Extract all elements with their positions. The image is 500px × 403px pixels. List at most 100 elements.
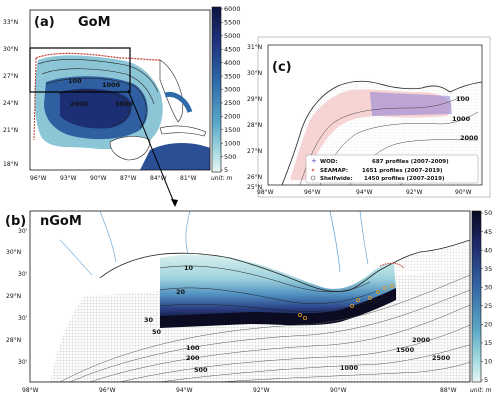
lat-tick: 30' <box>18 359 28 366</box>
lat-tick: 28°N <box>247 122 262 129</box>
lat-tick: 30°N <box>6 249 21 256</box>
legend-count: 687 profiles (2007-2009) <box>372 159 449 165</box>
lat-tick: 27°N <box>247 148 262 155</box>
colorbar-tick-label: 30 <box>484 283 492 291</box>
contour-label: 50 <box>152 328 162 336</box>
contour-label: 10 <box>184 264 194 272</box>
river <box>359 211 369 265</box>
contour-label: 1000 <box>102 81 121 89</box>
lat-tick: 25°N <box>247 184 262 191</box>
colorbar-tick-label: 2000 <box>224 113 241 121</box>
legend-name: WOD: <box>320 159 338 165</box>
colorbar-tick-label: 15 <box>484 339 492 347</box>
colorbar-tick-label: 5 <box>224 166 228 174</box>
river <box>59 239 93 276</box>
colorbar-a-unit: unit: m <box>211 175 233 182</box>
colorbar-tick-label: 4500 <box>224 45 241 53</box>
wod-region <box>370 92 452 116</box>
lon-tick: 90°W <box>455 189 472 196</box>
colorbar-tick-label: 5500 <box>224 19 241 27</box>
panel-b-land <box>30 211 470 382</box>
contour-label: 2000 <box>70 100 89 108</box>
contour-label: 500 <box>194 366 208 374</box>
arrow-head <box>171 199 178 207</box>
inset-arrow <box>127 89 176 206</box>
legend-name: Shelfwide: <box>320 176 353 182</box>
lat-tick: 33°N <box>3 19 18 26</box>
lon-tick: 93°W <box>60 175 77 182</box>
river <box>185 211 191 255</box>
colorbar-tick-label: 10 <box>484 358 492 366</box>
colorbar-tick-label: 2500 <box>224 99 241 107</box>
lon-tick: 96°W <box>99 387 116 394</box>
lat-tick: 31°N <box>247 44 262 51</box>
lon-tick: 90°W <box>90 175 107 182</box>
lat-tick: 29°N <box>247 96 262 103</box>
lon-tick: 92°W <box>406 189 423 196</box>
colorbar-a <box>211 6 222 173</box>
contour-label: 1000 <box>340 364 359 372</box>
panel-c: (c) 100 1000 2000 31°N 30°N 29°N 28°N 27… <box>247 36 491 198</box>
legend-marker-wod: + <box>311 157 317 165</box>
legend-count: 1651 profiles (2007-2019) <box>362 168 443 174</box>
contour-label: 200 <box>186 354 200 362</box>
colorbar-tick-label: 1000 <box>224 139 241 147</box>
panel-c-label: (c) <box>272 60 292 75</box>
contour-label: 100 <box>456 95 470 103</box>
contour-label: 30 <box>144 316 154 324</box>
lon-tick: 94°W <box>176 387 193 394</box>
colorbar-tick-label: 5000 <box>224 32 241 40</box>
inset-box <box>29 47 131 93</box>
yucatan <box>109 136 151 161</box>
contour-label: 100 <box>68 77 82 85</box>
legend-marker-shelfwide <box>310 175 316 181</box>
cuba <box>159 125 207 137</box>
panel-b: (b) nGoM 10 20 30 50 100 200 500 1000 15… <box>5 209 492 394</box>
lon-tick: 81°W <box>180 175 197 182</box>
contour-label: 2000 <box>412 336 431 344</box>
river <box>99 211 117 263</box>
colorbar-tick-label: 35 <box>484 265 492 273</box>
lon-tick: 98°W <box>22 387 39 394</box>
colorbar-b <box>471 210 482 383</box>
contour-label: 20 <box>176 288 186 296</box>
contour-label: 2500 <box>432 354 451 362</box>
colorbar-tick-label: 3000 <box>224 86 241 94</box>
contour-label: 1000 <box>452 115 471 123</box>
panel-b-name: nGoM <box>40 214 82 229</box>
colorbar-tick-label: 50 <box>484 209 492 217</box>
legend-marker-seamap <box>311 168 315 172</box>
colorbar-tick-label: 5 <box>484 376 488 384</box>
florida-peninsula <box>159 59 184 123</box>
river <box>329 211 341 273</box>
lon-tick: 87°W <box>120 175 137 182</box>
lat-tick: 27°N <box>3 73 18 80</box>
contour-label: 1500 <box>396 346 415 354</box>
colorbar-b-unit: unit: m <box>470 387 492 394</box>
contour-label: 3000 <box>115 100 134 108</box>
lon-tick: 96°W <box>304 189 321 196</box>
lat-tick: 29°N <box>6 293 21 300</box>
colorbar-tick-label: 500 <box>224 153 236 161</box>
lon-tick: 98°W <box>257 189 274 196</box>
lat-tick: 30' <box>18 271 28 278</box>
legend: + WOD: 687 profiles (2007-2009) SEAMAP: … <box>305 154 479 184</box>
station-markers <box>297 283 394 320</box>
lon-tick: 94°W <box>356 189 373 196</box>
colorbar-tick-label: 20 <box>484 321 492 329</box>
colorbar-tick-label: 1500 <box>224 126 241 134</box>
panel-a-name: GoM <box>78 15 111 30</box>
panel-b-label: (b) <box>5 214 26 229</box>
lon-tick: 90°W <box>330 387 347 394</box>
colorbar-tick-label: 3500 <box>224 72 241 80</box>
lon-tick: 84°W <box>150 175 167 182</box>
lat-tick: 28°N <box>6 337 21 344</box>
lon-tick: 88°W <box>440 387 457 394</box>
legend-count: 1450 profiles (2007-2019) <box>364 176 445 182</box>
legend-name: SEAMAP: <box>320 168 348 174</box>
colorbar-tick-label: 25 <box>484 302 492 310</box>
colorbar-tick-label: 4000 <box>224 59 241 67</box>
colorbar-tick-label: 6000 <box>224 5 241 13</box>
contour-label: 100 <box>186 344 200 352</box>
